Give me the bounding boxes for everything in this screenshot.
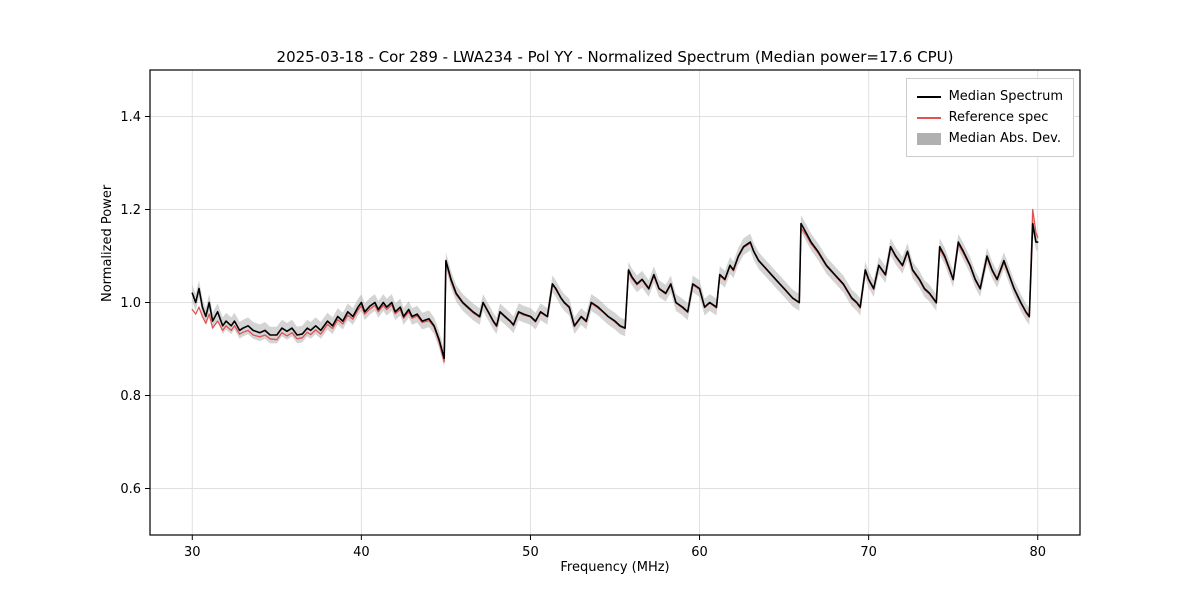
x-tick-label: 70	[860, 545, 877, 560]
legend-entry-median: Median Spectrum	[916, 86, 1063, 107]
reference-line-swatch	[916, 116, 941, 119]
legend-label-mad: Median Abs. Dev.	[948, 131, 1062, 146]
x-tick-label: 50	[522, 545, 539, 560]
x-tick-label: 60	[691, 545, 708, 560]
y-tick-label: 0.6	[120, 482, 141, 497]
legend-entry-reference: Reference spec	[916, 107, 1063, 128]
plot-title: 2025-03-18 - Cor 289 - LWA234 - Pol YY -…	[276, 48, 954, 66]
x-tick-label: 30	[184, 545, 201, 560]
x-axis-label: Frequency (MHz)	[560, 560, 670, 575]
x-tick-label: 80	[1029, 545, 1046, 560]
legend: Median Spectrum Reference spec Median Ab…	[905, 78, 1074, 157]
median-line-swatch	[916, 95, 941, 98]
x-tick-label: 40	[353, 545, 370, 560]
y-tick-label: 1.0	[120, 296, 141, 311]
legend-entry-mad: Median Abs. Dev.	[916, 128, 1063, 149]
y-tick-label: 1.4	[120, 110, 141, 125]
median-spectrum-line	[191, 222, 1039, 360]
legend-label-reference: Reference spec	[948, 110, 1049, 125]
y-tick-label: 1.2	[120, 203, 141, 218]
mad-patch-swatch	[916, 132, 941, 145]
legend-label-median: Median Spectrum	[948, 89, 1063, 104]
y-tick-label: 0.8	[120, 389, 141, 404]
